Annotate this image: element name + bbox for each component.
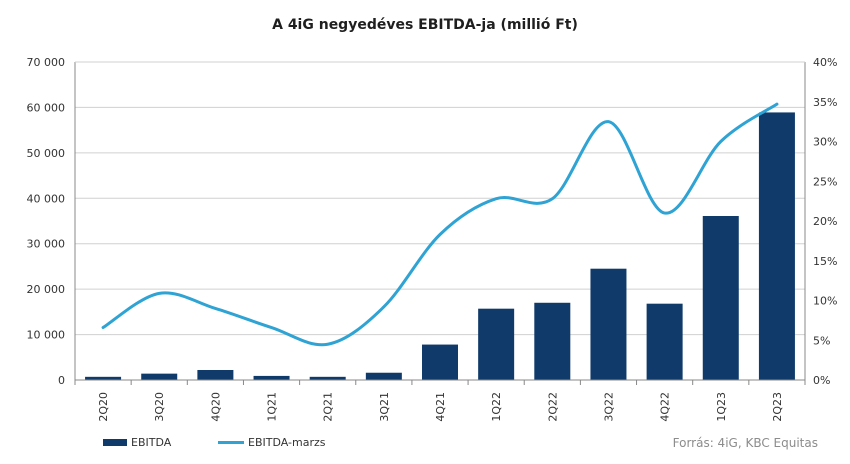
y2-tick-label: 35% xyxy=(813,96,837,109)
y-tick-label: 60 000 xyxy=(27,101,66,114)
y2-tick-label: 15% xyxy=(813,255,837,268)
x-tick-label: 1Q22 xyxy=(490,392,503,422)
bar-1Q22 xyxy=(478,308,515,380)
x-tick-label: 2Q20 xyxy=(97,392,110,422)
y-tick-label: 50 000 xyxy=(27,147,66,160)
legend-item-ebitda: EBITDA xyxy=(103,436,171,449)
x-tick-label: 4Q20 xyxy=(209,392,222,422)
y-tick-label: 30 000 xyxy=(27,238,66,251)
source-note: Forrás: 4iG, KBC Equitas xyxy=(672,436,818,450)
axes xyxy=(74,61,806,385)
legend-swatch-ebitda xyxy=(103,439,127,446)
y-tick-label: 10 000 xyxy=(27,329,66,342)
y-tick-label: 0 xyxy=(58,374,65,387)
y2-tick-label: 30% xyxy=(813,136,837,149)
legend-label-margin: EBITDA-marzs xyxy=(248,436,326,449)
ebitda-margin-line xyxy=(101,102,779,347)
bar-2Q22 xyxy=(534,302,571,380)
bar-series xyxy=(85,112,795,380)
y2-tick-label: 40% xyxy=(813,56,837,69)
y2-tick-label: 0% xyxy=(813,374,830,387)
x-tick-label: 4Q21 xyxy=(434,392,447,422)
y2-tick-label: 20% xyxy=(813,215,837,228)
bar-4Q20 xyxy=(197,370,234,380)
legend-item-margin: EBITDA-marzs xyxy=(218,436,325,449)
bar-3Q21 xyxy=(365,372,402,380)
bar-3Q20 xyxy=(141,373,178,380)
y2-tick-label: 10% xyxy=(813,295,837,308)
x-tick-label: 1Q21 xyxy=(266,392,279,422)
y-tick-label: 20 000 xyxy=(27,283,66,296)
x-tick-label: 2Q22 xyxy=(546,392,559,422)
y-tick-label: 40 000 xyxy=(27,192,66,205)
bar-4Q21 xyxy=(422,344,458,380)
bar-4Q22 xyxy=(646,303,683,380)
bar-1Q21 xyxy=(253,375,290,380)
x-tick-label: 2Q23 xyxy=(771,392,784,422)
x-tick-label: 2Q21 xyxy=(322,392,335,422)
legend-label-ebitda: EBITDA xyxy=(131,436,172,449)
x-tick-label: 3Q21 xyxy=(378,392,391,422)
x-tick-label: 1Q23 xyxy=(715,392,728,422)
tick-labels: 0 10 000 20 000 30 000 40 000 50 000 60 000 70 … xyxy=(27,56,838,422)
y-tick-label: 70 000 xyxy=(27,56,66,69)
x-tick-label: 3Q22 xyxy=(602,392,615,422)
x-tick-label: 3Q20 xyxy=(153,392,166,422)
bar-1Q23 xyxy=(702,216,739,380)
grid-lines xyxy=(75,61,805,336)
y2-tick-label: 5% xyxy=(813,334,830,347)
line-series xyxy=(101,102,779,347)
x-tick-label: 4Q22 xyxy=(659,392,672,422)
chart-title: A 4iG negyedéves EBITDA-ja (millió Ft) xyxy=(272,17,578,33)
y2-tick-label: 25% xyxy=(813,175,837,188)
bar-3Q22 xyxy=(590,268,627,380)
legend-swatch-margin xyxy=(218,441,244,444)
bar-2Q23 xyxy=(758,112,795,380)
bar-2Q21 xyxy=(309,376,346,380)
bar-2Q20 xyxy=(85,376,122,380)
